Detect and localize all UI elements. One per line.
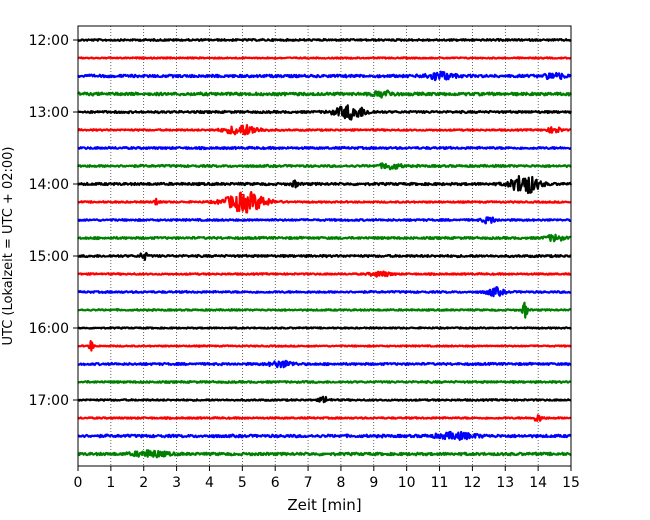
y-tick-label: 12:00 [29, 33, 69, 49]
x-tick-label: 8 [336, 475, 345, 491]
y-tick-label: 15:00 [29, 249, 69, 265]
y-axis: 12:00 13:00 14:00 15:00 16:00 17:00 [29, 33, 78, 409]
x-tick-label: 15 [562, 475, 580, 491]
trace-1400 [76, 174, 573, 195]
trace-1200 [77, 37, 572, 43]
x-tick-label: 1 [106, 475, 115, 491]
trace-1730 [77, 430, 572, 441]
x-tick-label: 4 [205, 475, 214, 491]
x-tick-label: 13 [496, 475, 514, 491]
x-axis-label: Zeit [min] [287, 496, 361, 514]
trace-1415 [77, 190, 572, 214]
trace-1215 [77, 56, 572, 60]
x-tick-label: 10 [398, 475, 416, 491]
trace-1630 [77, 359, 572, 369]
trace-group [76, 37, 573, 459]
y-tick-label: 17:00 [29, 393, 69, 409]
y-tick-label: 16:00 [29, 321, 69, 337]
trace-1300 [77, 104, 573, 121]
trace-1330 [77, 145, 572, 151]
trace-1745 [77, 449, 572, 459]
x-tick-label: 6 [271, 475, 280, 491]
trace-1530 [77, 286, 572, 298]
trace-1245 [77, 89, 572, 99]
trace-1345 [77, 162, 572, 171]
trace-1515 [77, 270, 572, 278]
x-tick-label: 3 [172, 475, 181, 491]
x-tick-label: 9 [369, 475, 378, 491]
trace-1600 [77, 326, 572, 330]
trace-1700 [77, 395, 572, 404]
trace-1230 [77, 70, 572, 82]
x-axis: 0 1 2 3 4 5 6 7 8 9 10 11 12 13 14 15 [74, 466, 580, 491]
trace-1645 [77, 379, 572, 385]
trace-1500 [77, 251, 572, 261]
trace-1545 [77, 301, 572, 319]
x-tick-label: 5 [238, 475, 247, 491]
x-tick-label: 0 [74, 475, 83, 491]
trace-1445 [77, 233, 572, 243]
x-tick-label: 14 [529, 475, 547, 491]
y-tick-label: 13:00 [29, 105, 69, 121]
x-tick-label: 2 [139, 475, 148, 491]
y-tick-label: 14:00 [29, 177, 69, 193]
x-tick-label: 12 [463, 475, 481, 491]
plot-frame [77, 25, 572, 467]
y-axis-label: UTC (Lokalzeit = UTC + 02:00) [1, 147, 16, 346]
trace-1615 [77, 339, 572, 352]
grid [110, 26, 539, 466]
trace-1430 [77, 216, 572, 225]
trace-1315 [77, 123, 572, 136]
x-tick-label: 7 [304, 475, 313, 491]
x-tick-label: 11 [431, 475, 449, 491]
trace-1715 [77, 414, 572, 422]
